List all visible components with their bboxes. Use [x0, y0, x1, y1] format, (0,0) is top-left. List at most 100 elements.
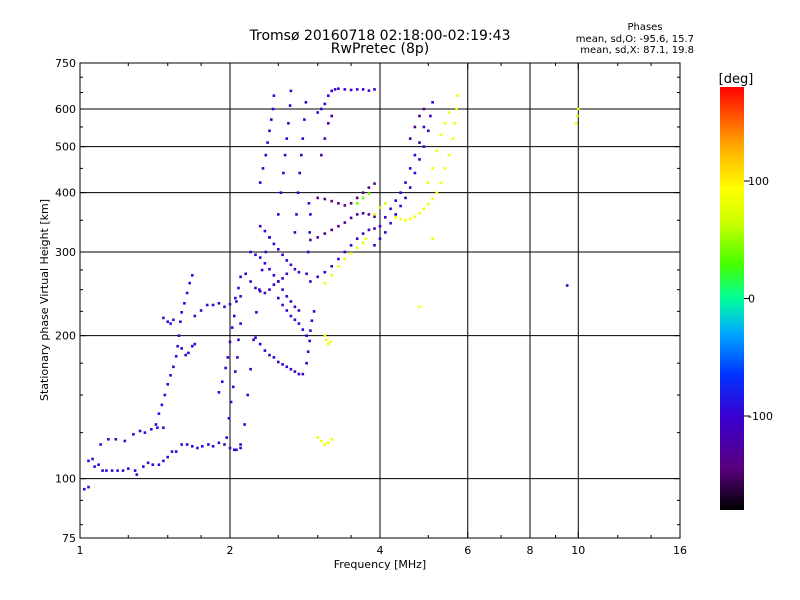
data-point [307, 202, 311, 205]
data-point [154, 423, 158, 426]
data-point [289, 263, 293, 267]
data-point [323, 102, 327, 106]
data-point [229, 400, 233, 404]
data-point [228, 446, 232, 450]
data-point [285, 259, 289, 262]
colorbar-tick-label: 100 [748, 175, 769, 188]
x-tick-label: 1 [77, 544, 84, 557]
data-point [87, 459, 90, 463]
data-point [455, 107, 458, 111]
data-point [227, 417, 231, 420]
data-point [337, 257, 340, 261]
data-point [236, 356, 239, 359]
data-point [361, 88, 365, 91]
colorbar-label: [deg] [719, 72, 754, 87]
y-tick-label: 400 [55, 187, 76, 200]
data-point [254, 336, 257, 339]
data-point [91, 457, 94, 461]
data-point [303, 118, 306, 121]
data-point [308, 231, 311, 234]
data-point [157, 412, 161, 415]
data-point [201, 445, 204, 448]
data-point [266, 141, 269, 144]
data-point [268, 288, 271, 291]
data-point [239, 275, 242, 279]
data-point [277, 248, 280, 251]
data-point [327, 94, 330, 97]
data-point [97, 463, 100, 466]
data-point [451, 137, 455, 140]
data-point [373, 244, 376, 247]
data-point [343, 250, 347, 254]
data-point [135, 473, 139, 476]
data-point [309, 238, 312, 242]
data-point [404, 181, 407, 184]
data-point [301, 328, 305, 331]
data-point [373, 182, 376, 185]
data-point [150, 428, 153, 431]
data-point [252, 338, 255, 342]
data-point [162, 316, 165, 320]
data-point [235, 300, 238, 303]
data-point [312, 310, 316, 313]
data-point [373, 88, 376, 91]
data-point [373, 213, 376, 216]
data-point [361, 232, 365, 235]
data-point [431, 167, 434, 170]
data-point [283, 153, 287, 157]
data-point [309, 329, 312, 332]
data-point [394, 216, 397, 219]
data-point [231, 385, 235, 389]
data-point [413, 125, 417, 129]
data-point [268, 236, 271, 239]
data-point [288, 104, 292, 107]
data-point [343, 204, 347, 207]
data-point [289, 314, 293, 318]
data-point [221, 380, 224, 383]
data-point [101, 469, 104, 472]
data-point [297, 270, 301, 274]
data-point [188, 281, 191, 285]
data-point [263, 291, 267, 295]
colorbar-tick-label: -100 [748, 410, 773, 423]
data-point [297, 372, 301, 376]
phase-stats-title: Phases [627, 22, 662, 33]
data-point [151, 463, 155, 466]
phase-stats-o: mean, sd,O: -95.6, 15.7 [576, 34, 694, 45]
x-tick-label: 16 [673, 544, 687, 557]
data-point [343, 257, 347, 261]
data-point [254, 286, 257, 290]
data-point [355, 213, 359, 216]
data-point [185, 291, 189, 295]
data-point [177, 334, 181, 337]
data-point [378, 206, 382, 209]
data-point [418, 212, 421, 215]
data-point [429, 114, 432, 118]
data-point [114, 438, 118, 441]
data-point [323, 137, 327, 140]
data-point [180, 311, 183, 314]
data-point [277, 213, 280, 216]
data-point [389, 207, 392, 211]
data-point [133, 469, 137, 472]
data-point [349, 252, 353, 255]
data-point [258, 181, 262, 184]
data-point [323, 270, 327, 274]
data-point [349, 216, 353, 220]
data-point [239, 443, 242, 446]
data-point [163, 393, 167, 397]
data-point [447, 153, 451, 157]
data-point [217, 302, 221, 305]
x-tick-label: 10 [571, 544, 585, 557]
data-point [343, 88, 347, 91]
data-point [225, 436, 228, 439]
data-point [281, 363, 284, 366]
data-point [435, 149, 439, 153]
data-point [230, 326, 234, 329]
data-point [574, 122, 578, 125]
data-point [268, 267, 271, 271]
data-point [316, 275, 319, 279]
data-point [285, 137, 289, 140]
data-point [413, 171, 417, 175]
data-point [301, 372, 305, 376]
